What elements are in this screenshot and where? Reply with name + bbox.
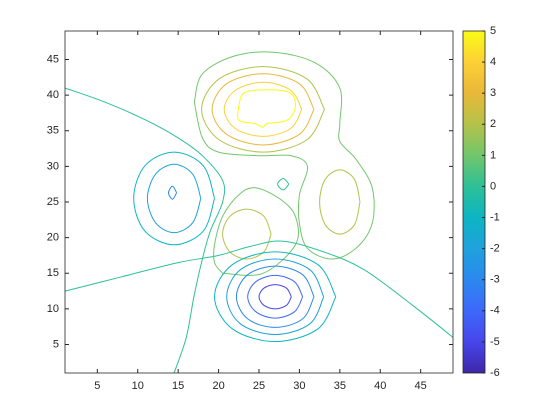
contour-line (146, 163, 202, 234)
contour-line (226, 258, 325, 336)
colorbar-tick-label: 2 (490, 118, 496, 130)
colorbar-tick-label: -4 (490, 305, 500, 317)
contour-line (237, 89, 296, 128)
colorbar-tick-label: 1 (490, 149, 496, 161)
colorbar-tick-label: -2 (490, 243, 500, 255)
y-tick-label: 45 (47, 53, 59, 65)
contour-line (193, 51, 375, 260)
plot-area (65, 31, 453, 373)
colorbar-tick-label: -5 (490, 336, 500, 348)
contour-line (277, 177, 290, 191)
y-tick-label: 20 (47, 232, 59, 244)
colorbar-tick-label: 3 (490, 87, 496, 99)
x-tick-label: 15 (172, 380, 184, 392)
y-tick-label: 35 (47, 125, 59, 137)
contour-line (319, 169, 361, 235)
x-tick-label: 20 (212, 380, 224, 392)
contour-line (223, 81, 303, 137)
y-tick-label: 5 (53, 338, 59, 350)
y-tick-label: 30 (47, 160, 59, 172)
contour-line (201, 66, 325, 153)
contour-line (64, 87, 226, 374)
contour-line (211, 73, 315, 146)
colorbar-tick-label: -1 (490, 211, 500, 223)
x-tick-label: 40 (374, 380, 386, 392)
colorbar-tick-label: 4 (490, 56, 496, 68)
contour-line (64, 240, 454, 338)
y-tick-label: 25 (47, 196, 59, 208)
contour-group (64, 51, 454, 374)
y-tick-label: 40 (47, 89, 59, 101)
colorbar-tick-label: -3 (490, 274, 500, 286)
x-tick-label: 5 (94, 380, 100, 392)
contour-line (247, 274, 304, 319)
colorbar (462, 30, 486, 374)
contour-line (213, 187, 299, 276)
x-tick-label: 25 (253, 380, 265, 392)
contour-line (213, 251, 337, 343)
contour-line (258, 284, 292, 310)
contour-line (235, 265, 315, 328)
x-tick-label: 30 (293, 380, 305, 392)
contour-line (167, 185, 178, 200)
x-tick-label: 45 (415, 380, 427, 392)
y-tick-label: 15 (47, 267, 59, 279)
colorbar-tick-label: 5 (490, 25, 496, 37)
x-tick-label: 10 (132, 380, 144, 392)
colorbar-tick-label: 0 (490, 180, 496, 192)
x-tick-label: 35 (334, 380, 346, 392)
contour-line (133, 151, 215, 246)
contour-line (222, 208, 272, 260)
y-tick-label: 10 (47, 303, 59, 315)
colorbar-tick-label: -6 (490, 367, 500, 379)
